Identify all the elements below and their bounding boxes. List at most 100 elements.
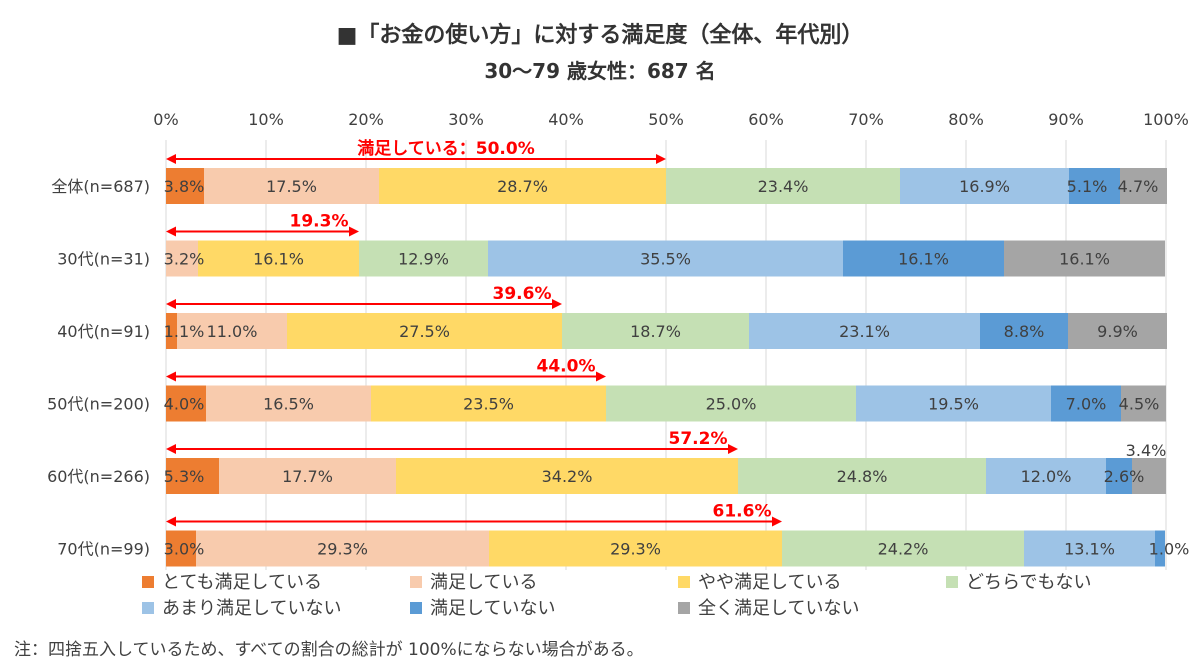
legend-label: やや満足している (698, 572, 841, 593)
x-tick-label: 40% (548, 110, 584, 129)
bar-segment (1051, 385, 1121, 422)
bar-data-label: 8.8% (1004, 322, 1045, 341)
bar-segment (379, 168, 666, 204)
satisfied-total-label: 19.3% (290, 212, 349, 232)
x-tick-label: 90% (1048, 110, 1084, 129)
legend-label: どちらでもない (966, 572, 1091, 593)
bar-data-label: 3.4% (1126, 441, 1167, 460)
satisfied-total-label: 満足している：50.0% (357, 138, 534, 159)
bar-data-label: 5.3% (164, 467, 205, 486)
bar-data-label: 16.1% (253, 250, 304, 269)
x-tick-label: 100% (1143, 110, 1189, 129)
category-label: 30代(n=31) (57, 250, 150, 269)
bar-data-label: 35.5% (640, 250, 691, 269)
bar-data-label: 34.2% (542, 467, 593, 486)
x-tick-label: 80% (948, 110, 984, 129)
bar-data-label: 23.4% (758, 177, 809, 196)
category-label: 70代(n=99) (57, 540, 150, 559)
bar-data-label: 7.0% (1066, 395, 1107, 414)
bar-data-label: 23.1% (839, 322, 890, 341)
category-label: 40代(n=91) (57, 322, 150, 341)
bar-segment (287, 313, 562, 349)
bar-segment (166, 240, 198, 277)
x-tick-label: 10% (248, 110, 284, 129)
x-tick-label: 0% (153, 110, 178, 129)
chart-subtitle: 30～79 歳女性：687 名 (484, 59, 715, 83)
bar-segment (1004, 240, 1165, 277)
bar-data-label: 16.1% (898, 250, 949, 269)
bar-data-label: 4.0% (164, 395, 205, 414)
bar-data-label: 17.5% (266, 177, 317, 196)
bar-data-label: 1.1% (164, 322, 205, 341)
bar-data-label: 25.0% (706, 395, 757, 414)
bar-data-label: 16.9% (959, 177, 1010, 196)
bar-segment (371, 385, 606, 422)
bar-data-label: 5.1% (1067, 177, 1108, 196)
bars (166, 168, 1167, 567)
bar-segment (1106, 458, 1132, 494)
bar-segment (166, 313, 177, 349)
legend-swatch (410, 602, 422, 614)
bar-labels: 3.8% 17.5% 28.7% 23.4% 16.9% 5.1% 4.7% 3.2% 16.1… (164, 177, 1190, 559)
bar-segment (206, 385, 371, 422)
x-tick-label: 20% (348, 110, 384, 129)
bar-segment (166, 385, 206, 422)
footnote: 注：四捨五入しているため、すべての割合の総計が 100%にならない場合がある。 (14, 640, 644, 660)
legend: とても満足している 満足している やや満足している どちらでもないあまり満足していない… (142, 572, 1091, 619)
bar-data-label: 9.9% (1097, 322, 1138, 341)
bar-data-label: 3.2% (164, 250, 205, 269)
bar-segment (749, 313, 980, 349)
legend-label: あまり満足していない (162, 598, 341, 619)
x-tick-label: 30% (448, 110, 484, 129)
bar-data-label: 3.8% (164, 177, 205, 196)
category-label: 全体(n=687) (51, 177, 150, 196)
bar-data-label: 17.7% (282, 467, 333, 486)
legend-swatch (678, 576, 690, 588)
bar-segment (738, 458, 986, 494)
legend-swatch (142, 576, 154, 588)
bar-segment (219, 458, 396, 494)
bar-data-label: 4.7% (1118, 177, 1159, 196)
satisfied-arrows: 満足している：50.0% 19.3% 39.6% 44.0% 57.2% 61.6% (166, 138, 782, 527)
bar-data-label: 1.0% (1149, 540, 1190, 559)
bar-segment (359, 240, 488, 277)
legend-swatch (142, 602, 154, 614)
satisfied-total-label: 57.2% (669, 429, 728, 449)
bar-segment (1069, 168, 1120, 204)
bar-segment (562, 313, 749, 349)
satisfied-total-label: 44.0% (537, 357, 596, 377)
grid-lines (165, 140, 1167, 570)
x-tick-label: 70% (848, 110, 884, 129)
bar-segment (396, 458, 738, 494)
x-axis-ticks: 0% 10% 20% 30% 40% 50% 60% 70% 80% 90% 100% (153, 110, 1189, 129)
bar-segment (980, 313, 1068, 349)
bar-data-label: 23.5% (463, 395, 514, 414)
bar-data-label: 28.7% (497, 177, 548, 196)
category-label: 50代(n=200) (47, 395, 150, 414)
bar-data-label: 4.5% (1119, 395, 1160, 414)
bar-segment (1024, 530, 1155, 567)
bar-segment (900, 168, 1069, 204)
chart-title: ■「お金の使い方」に対する満足度（全体、年代別） (337, 22, 864, 48)
bar-data-label: 24.2% (878, 540, 929, 559)
bar-segment (986, 458, 1106, 494)
bar-data-label: 2.6% (1104, 467, 1145, 486)
bar-segment (177, 313, 287, 349)
bar-segment (606, 385, 856, 422)
bar-data-label: 12.9% (398, 250, 449, 269)
legend-swatch (946, 576, 958, 588)
bar-segment (1132, 458, 1166, 494)
legend-label: 満足していない (430, 598, 555, 619)
legend-swatch (410, 576, 422, 588)
satisfied-total-label: 39.6% (493, 284, 552, 304)
x-tick-label: 50% (648, 110, 684, 129)
satisfied-total-label: 61.6% (713, 502, 772, 522)
bar-data-label: 11.0% (207, 322, 258, 341)
bar-segment (204, 168, 379, 204)
bar-data-label: 27.5% (399, 322, 450, 341)
x-tick-label: 60% (748, 110, 784, 129)
bar-segment (198, 240, 359, 277)
bar-segment (666, 168, 900, 204)
bar-segment (196, 530, 489, 567)
